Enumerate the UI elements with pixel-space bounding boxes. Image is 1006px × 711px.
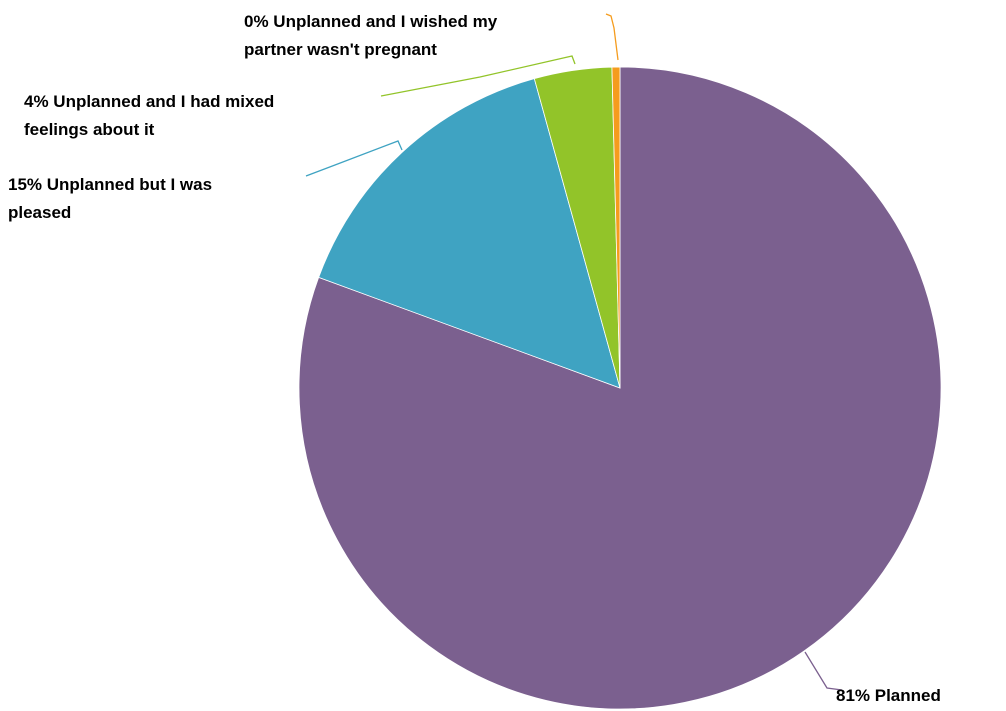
slice-label-unplanned-wished-not: 0% Unplanned and I wished my partner wasn… xyxy=(244,12,498,59)
slice-label-line: 0% Unplanned and I wished my xyxy=(244,12,498,31)
slice-label-unplanned-mixed: 4% Unplanned and I had mixed feelings abo… xyxy=(24,92,274,139)
leader-line-planned xyxy=(804,651,843,691)
pie-slice-unplanned-pleased xyxy=(318,78,621,389)
slice-labels: 81% Planned 15% Unplanned but I was please… xyxy=(8,12,941,705)
slice-label-line: 81% Planned xyxy=(836,686,941,705)
pie-slices xyxy=(298,66,942,710)
pie-slice-unplanned-wished-not xyxy=(611,66,621,389)
slice-label-line: 15% Unplanned but I was xyxy=(8,175,212,194)
slice-label-line: pleased xyxy=(8,203,71,222)
slice-label-planned: 81% Planned xyxy=(836,686,941,705)
slice-label-line: feelings about it xyxy=(24,120,155,139)
slice-label-unplanned-pleased: 15% Unplanned but I was pleased xyxy=(8,175,212,222)
leader-line-unplanned-mixed xyxy=(380,55,576,97)
leader-lines xyxy=(305,13,843,691)
leader-line-unplanned-wished-not xyxy=(605,13,619,61)
slice-label-line: partner wasn't pregnant xyxy=(244,40,437,59)
leader-line-unplanned-pleased xyxy=(305,140,403,177)
slice-label-line: 4% Unplanned and I had mixed xyxy=(24,92,274,111)
